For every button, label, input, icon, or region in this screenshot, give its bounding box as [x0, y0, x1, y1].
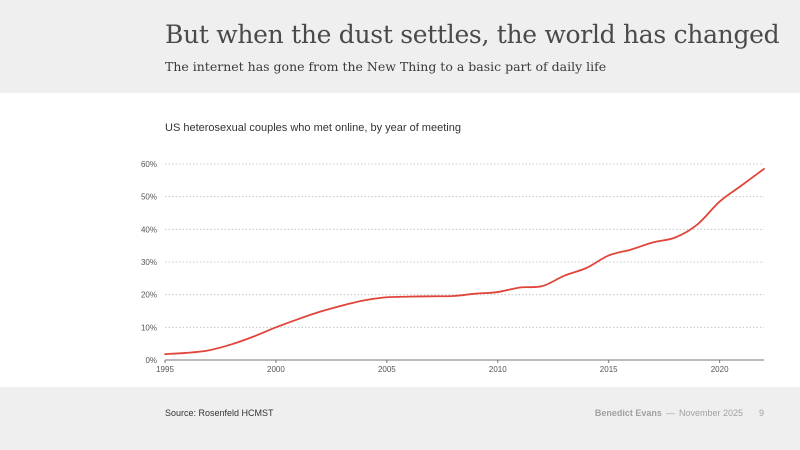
slide-date: November 2025 [678, 408, 743, 418]
y-tick-label: 60% [141, 160, 157, 169]
source-note: Source: Rosenfeld HCMST [165, 408, 274, 418]
chart-title: US heterosexual couples who met online, … [165, 122, 461, 134]
credit-separator: — [665, 408, 675, 418]
author-name: Benedict Evans [594, 408, 662, 418]
x-tick-label: 2015 [600, 365, 618, 374]
header-band: But when the dust settles, the world has… [0, 0, 800, 93]
y-tick-label: 40% [141, 225, 157, 234]
footer-band: Source: Rosenfeld HCMST Benedict Evans — N… [0, 387, 800, 450]
series-line [164, 168, 765, 356]
y-tick-label: 30% [141, 258, 157, 267]
x-tick-labels: 1995 2000 2005 2010 2015 2020 [156, 365, 729, 374]
x-tick-label: 2005 [378, 365, 396, 374]
slide-subtitle: The internet has gone from the New Thing… [165, 59, 607, 74]
y-tick-label: 20% [141, 291, 157, 300]
x-tick-label: 2010 [489, 365, 507, 374]
x-tick-label: 2020 [711, 365, 729, 374]
page-number: 9 [758, 408, 764, 418]
x-axis [164, 359, 764, 363]
y-tick-label: 10% [141, 323, 157, 332]
x-tick-label: 1995 [156, 365, 174, 374]
slide-title: But when the dust settles, the world has… [165, 20, 780, 49]
x-tick-label: 2000 [267, 365, 285, 374]
line-chart: 0% 10% 20% 30% 40% 50% 60% 1995 2000 2005 2010 201… [141, 160, 765, 374]
credits: Benedict Evans — November 2025 9 [595, 408, 764, 418]
y-tick-label: 50% [141, 193, 157, 202]
series-lines [164, 168, 765, 356]
grid-lines [165, 163, 764, 328]
y-tick-labels: 0% 10% 20% 30% 40% 50% 60% [141, 160, 157, 365]
y-tick-label: 0% [145, 356, 157, 365]
